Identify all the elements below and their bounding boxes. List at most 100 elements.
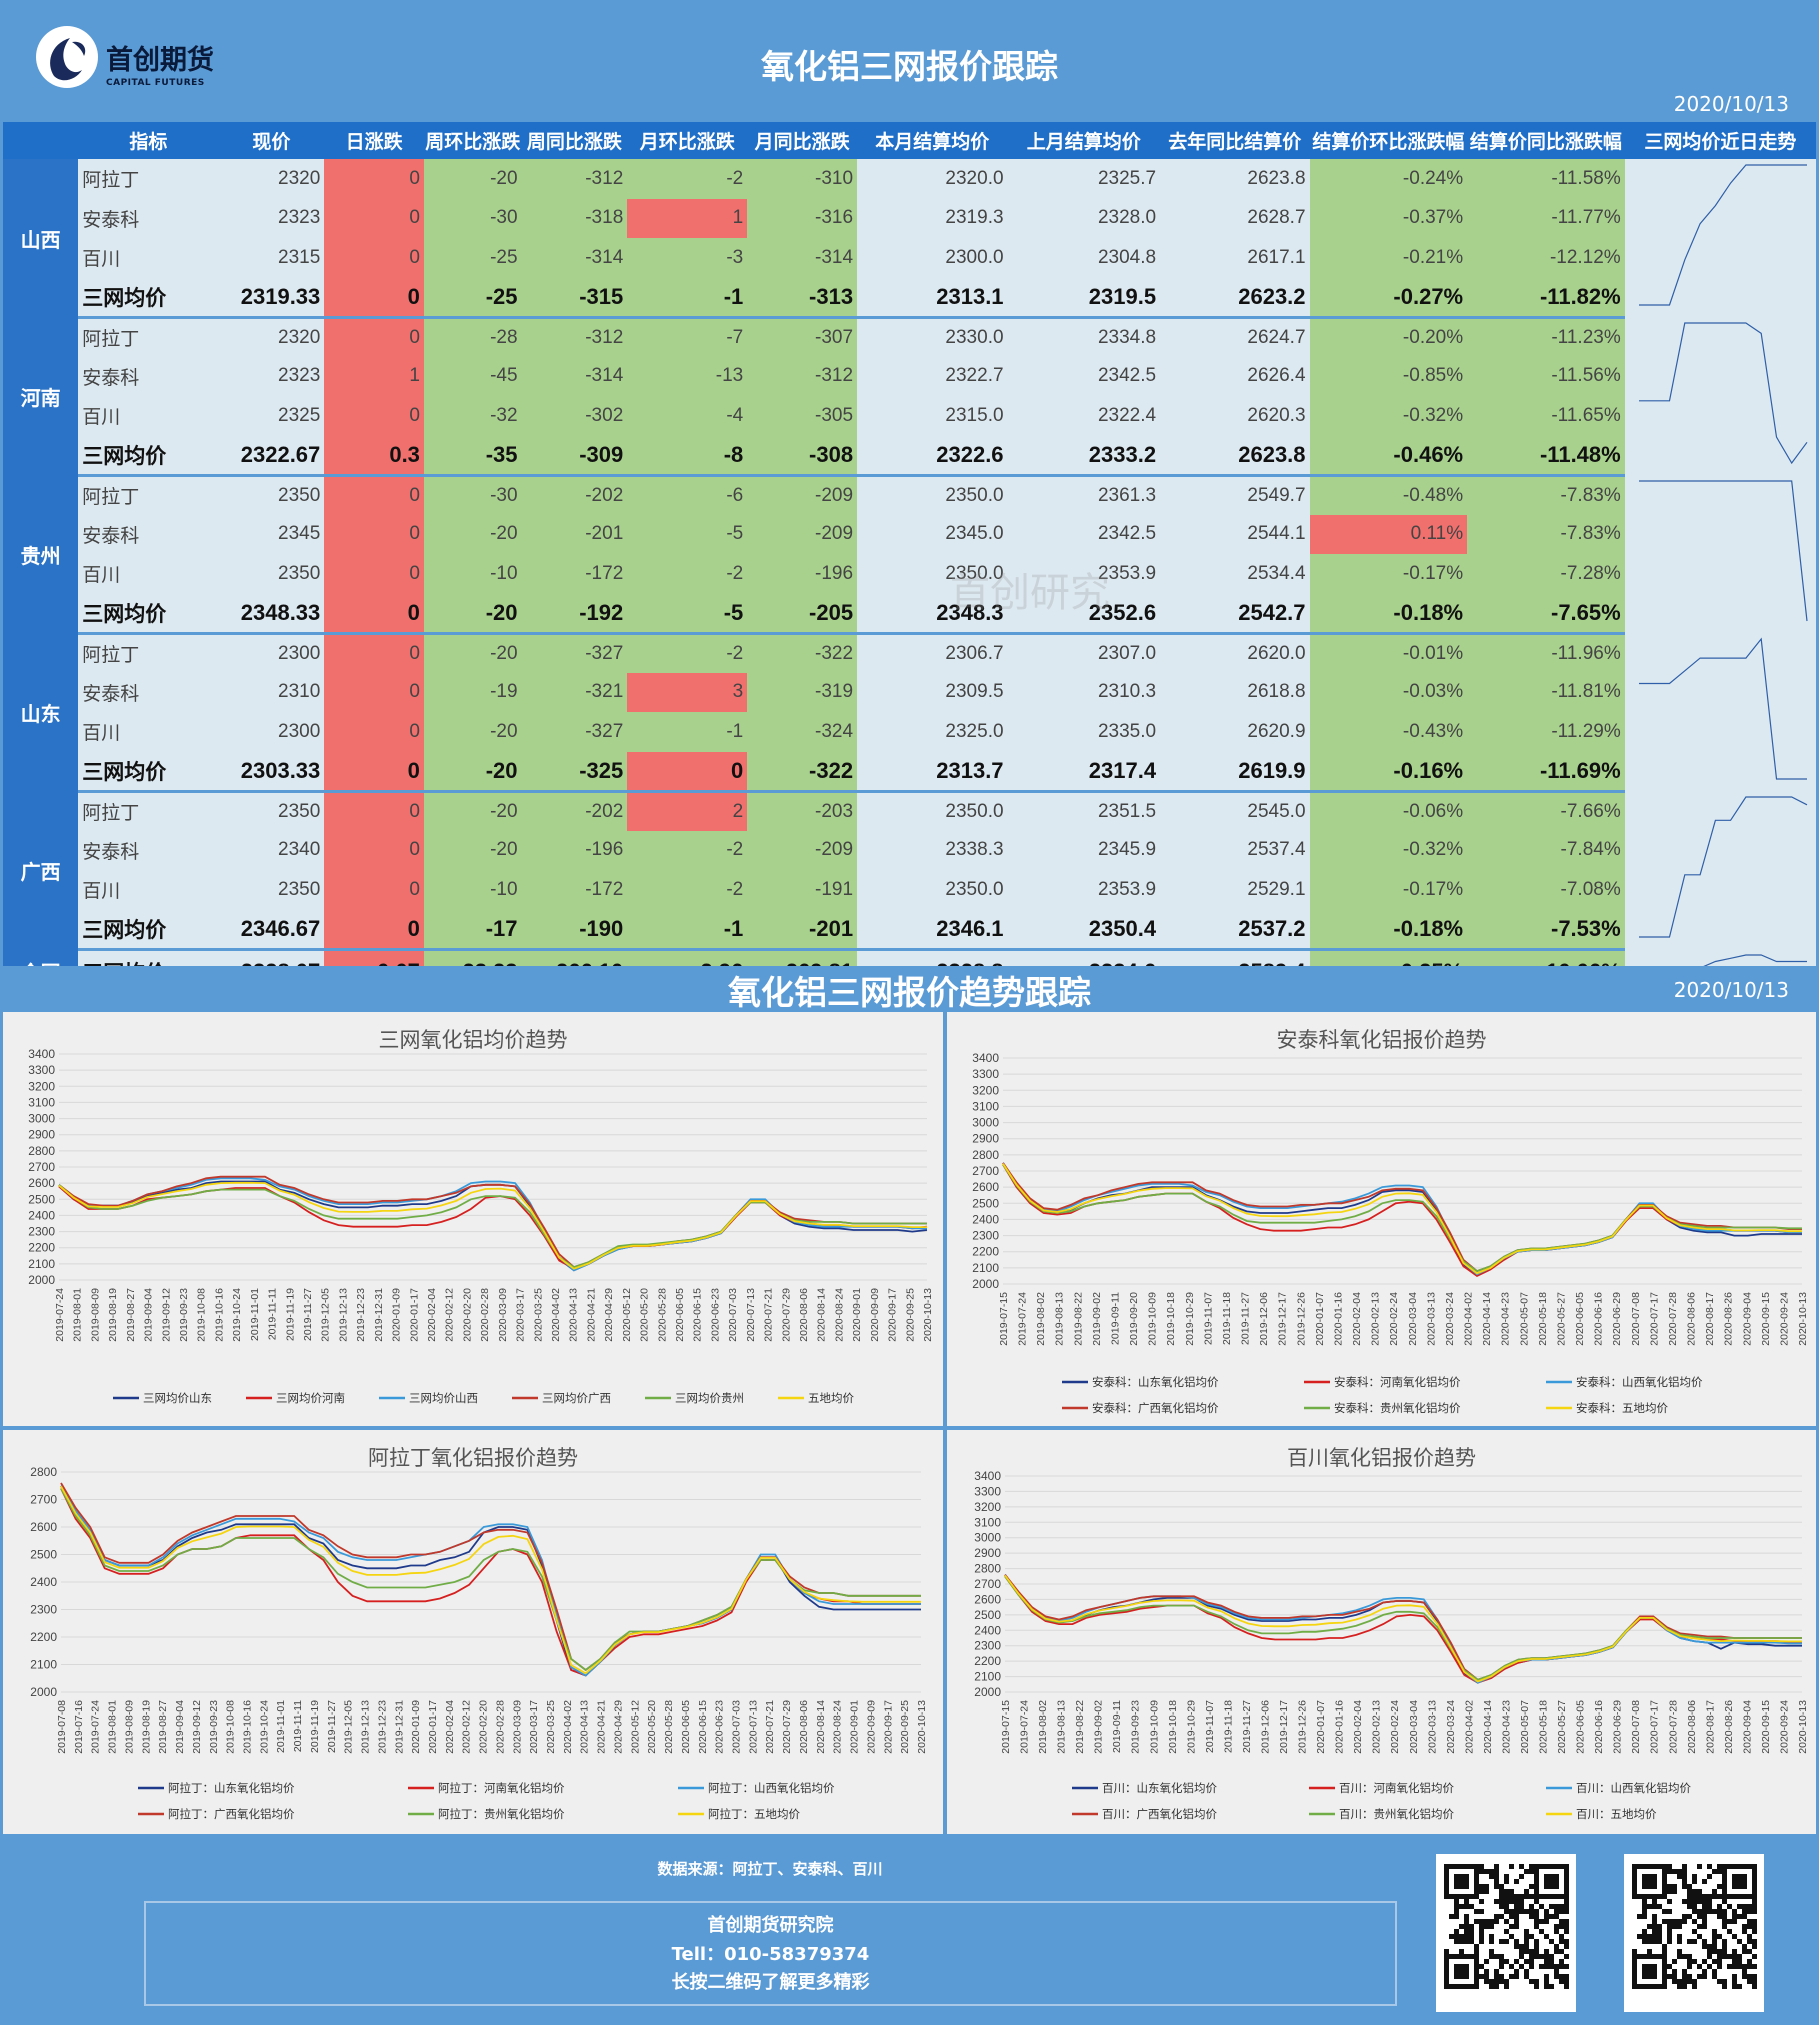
table-cell: -196 [747, 554, 858, 594]
legend-label: 三网均价山西 [409, 1391, 478, 1405]
sparkline [1638, 796, 1807, 938]
table-cell: 0 [324, 672, 424, 712]
legend-label: 安泰科：五地均价 [1576, 1401, 1668, 1415]
table-cell: -28 [423, 317, 522, 357]
table-cell: -315 [521, 277, 628, 319]
legend-label: 五地均价 [808, 1391, 854, 1405]
table-cell: -3 [627, 238, 748, 278]
qr-code-icon[interactable] [1436, 1854, 1576, 2012]
table-cell: -308 [747, 435, 858, 477]
x-tick-label: 2020-02-28 [479, 1288, 491, 1342]
table-cell: 2315.0 [857, 396, 1008, 436]
row-label: 阿拉丁 [78, 159, 219, 199]
x-tick-label: 2019-09-12 [160, 1288, 172, 1342]
series-line [60, 1482, 921, 1672]
x-tick-label: 2020-04-21 [596, 1700, 608, 1754]
x-tick-label: 2019-11-11 [267, 1288, 279, 1340]
data-source: 数据来源：阿拉丁、安泰科、百川 [657, 1860, 883, 1878]
table-cell: 2350.0 [857, 870, 1008, 910]
table-cell: -325 [521, 751, 628, 793]
sparkline-line [1638, 164, 1807, 306]
table-cell: -202 [521, 475, 628, 515]
sparkline-line [1638, 796, 1807, 938]
x-tick-label: 2019-11-27 [1241, 1700, 1253, 1753]
y-tick-label: 2500 [28, 1192, 55, 1206]
y-tick-label: 3100 [974, 1515, 1001, 1529]
x-tick-label: 2020-07-29 [780, 1288, 792, 1342]
x-tick-label: 2020-07-13 [747, 1700, 759, 1754]
row-label: 安泰科 [78, 830, 219, 870]
table-cell: 0 [324, 909, 424, 951]
y-tick-label: 3100 [28, 1095, 55, 1109]
series-line [60, 1488, 921, 1672]
table-cell: 2330.0 [857, 317, 1008, 357]
table-cell: 0 [324, 514, 424, 554]
x-tick-label: 2019-11-07 [1202, 1292, 1214, 1345]
row-label: 阿拉丁 [78, 633, 219, 673]
chart-title: 百川氧化铝报价趋势 [1287, 1446, 1476, 1470]
x-tick-label: 2020-02-13 [1371, 1700, 1383, 1754]
legend-label: 安泰科：贵州氧化铝均价 [1334, 1401, 1461, 1415]
x-tick-label: 2020-09-15 [1760, 1700, 1772, 1754]
table-cell: 2350 [218, 791, 325, 831]
x-tick-label: 2020-01-16 [1332, 1292, 1344, 1346]
header-cell: 现价 [218, 122, 325, 159]
x-tick-label: 2020-02-04 [426, 1288, 438, 1342]
table-cell: -25 [423, 277, 522, 319]
x-tick-label: 2020-04-02 [550, 1288, 562, 1342]
table-cell: 2317.4 [1007, 751, 1161, 793]
table-cell: 2322.67 [218, 435, 325, 477]
x-tick-label: 2019-09-23 [208, 1700, 220, 1754]
legend-label: 百川：河南氧化铝均价 [1339, 1781, 1454, 1795]
table-cell: 2537.2 [1160, 909, 1310, 951]
table-cell: 2315 [218, 238, 325, 278]
y-tick-label: 2800 [30, 1465, 57, 1479]
table-cell: -11.77% [1467, 198, 1625, 238]
x-tick-label: 2019-12-05 [343, 1700, 355, 1754]
company-logo: 首创期货 CAPITAL FUTURES [30, 22, 230, 102]
table-cell: 2346.67 [218, 909, 325, 951]
x-tick-label: 2020-08-14 [815, 1700, 827, 1754]
x-tick-label: 2020-10-13 [1797, 1700, 1809, 1754]
table-cell: 2309.5 [857, 672, 1008, 712]
x-tick-label: 2020-10-13 [922, 1288, 934, 1342]
chart-aladdin: 2000 2100 2200 2300 2400 2500 2600 2700 2800 2019… [30, 1465, 928, 1821]
y-tick-label: 2600 [30, 1520, 57, 1534]
table-cell: -0.17% [1309, 870, 1468, 910]
table-cell: -319 [747, 672, 858, 712]
table-row: 山西 阿拉丁 2320 0 -20 -312 -2 -310 2320.0 2325.7 2623.… [3, 159, 1816, 317]
table-cell: 2319.3 [857, 198, 1008, 238]
table-cell: 2325 [218, 396, 325, 436]
x-tick-label: 2020-03-13 [1426, 1700, 1438, 1754]
table-row: 百川 2350 0 -10 -172 -2 -196 2350.0 2353.9 2534.4 -0… [3, 554, 1816, 594]
x-tick-label: 2019-09-11 [1109, 1292, 1121, 1345]
row-label: 三网均价 [78, 277, 219, 319]
table-cell: -20 [423, 159, 522, 199]
x-tick-label: 2020-06-15 [697, 1700, 709, 1754]
x-tick-label: 2020-09-15 [1760, 1292, 1772, 1346]
section-date: 2020/10/13 [1673, 978, 1789, 1002]
x-tick-label: 2020-06-15 [692, 1288, 704, 1342]
x-tick-label: 2020-06-05 [680, 1700, 692, 1754]
row-label: 阿拉丁 [78, 791, 219, 831]
table-cell: 2303.33 [218, 751, 325, 793]
watermark: 首创研究 [950, 570, 1110, 616]
qr-code-icon[interactable] [1624, 1854, 1764, 2012]
x-tick-label: 2020-01-09 [391, 1288, 403, 1342]
legend-label: 百川：五地均价 [1576, 1807, 1657, 1821]
table-cell: 2333.2 [1007, 435, 1161, 477]
chart-title: 阿拉丁氧化铝报价趋势 [368, 1446, 578, 1470]
x-tick-label: 2020-01-07 [1315, 1700, 1327, 1754]
table-cell: 2342.5 [1007, 356, 1161, 396]
x-tick-label: 2019-07-15 [998, 1292, 1010, 1346]
y-tick-label: 2100 [972, 1261, 999, 1275]
table-cell: 2352.6 [1007, 593, 1161, 635]
table-cell: -316 [747, 198, 858, 238]
x-tick-label: 2019-12-31 [373, 1288, 385, 1342]
x-tick-label: 2019-08-27 [157, 1700, 169, 1754]
header-cell-region [3, 122, 79, 159]
table-cell: -324 [747, 712, 858, 752]
table-cell: 0 [324, 159, 424, 199]
x-tick-label: 2020-08-06 [798, 1700, 810, 1754]
x-tick-label: 2020-08-24 [833, 1288, 845, 1342]
